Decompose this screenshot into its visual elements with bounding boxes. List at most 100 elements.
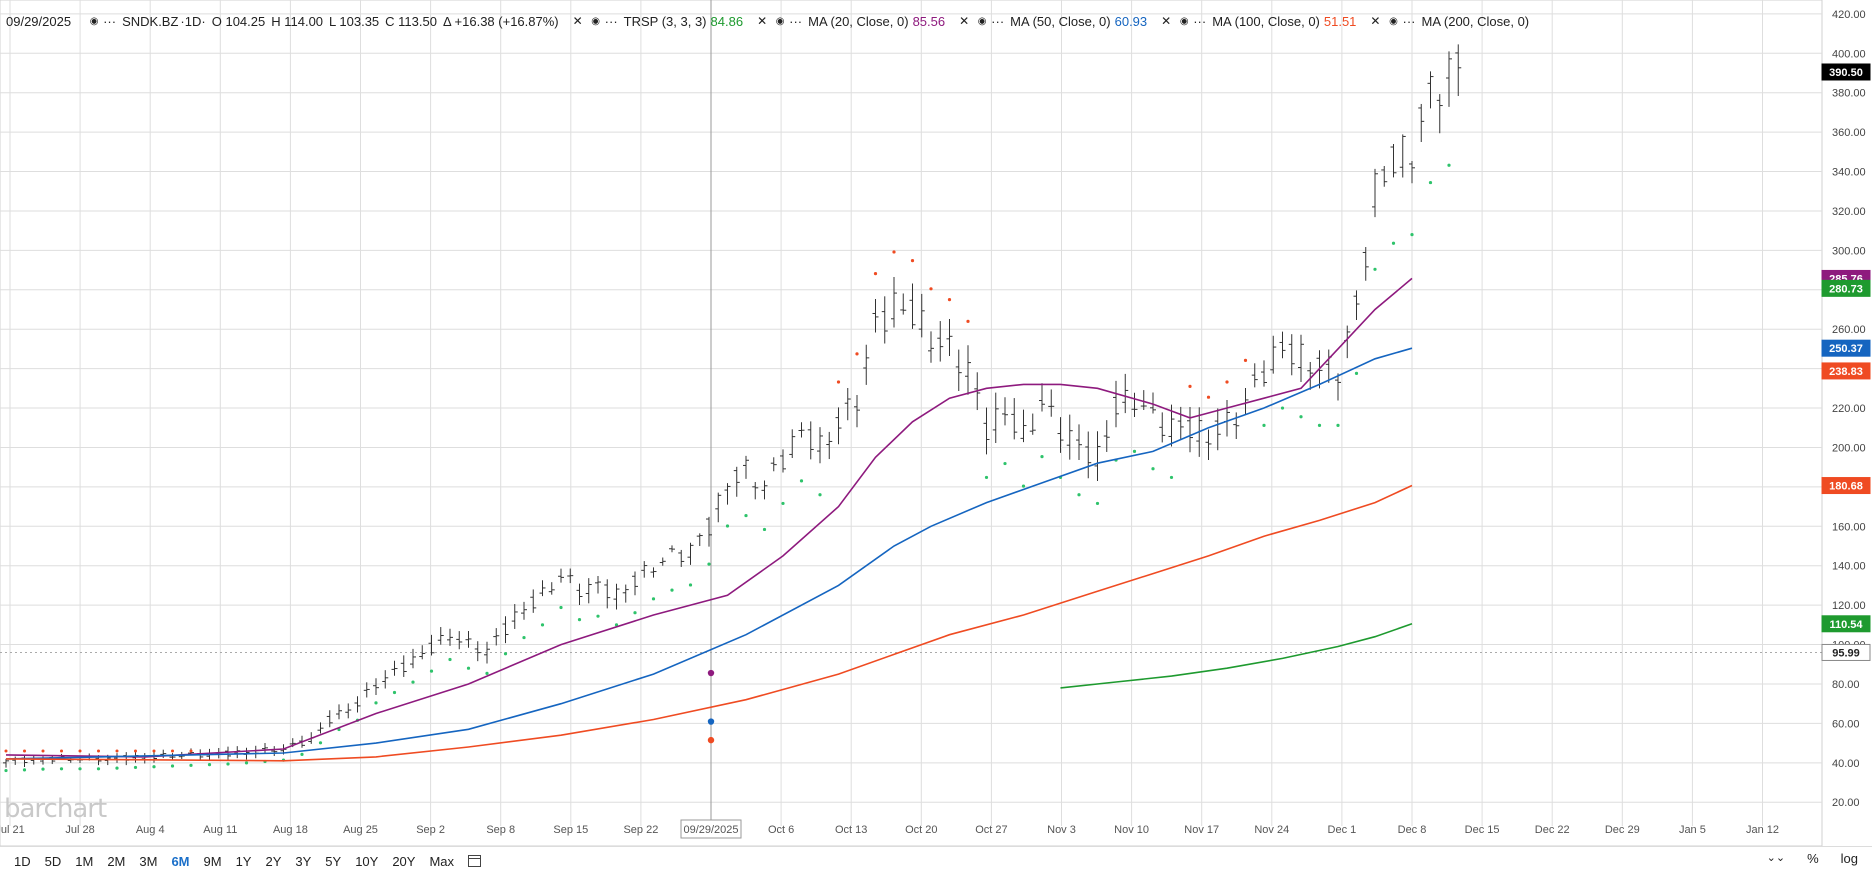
legend-open: O 104.25 — [211, 13, 266, 29]
ohlc-bar — [1362, 247, 1369, 281]
trsp-dot — [984, 475, 989, 480]
trsp-dot — [836, 380, 841, 384]
ohlc-bar — [1270, 335, 1277, 374]
ohlc-bar — [1446, 51, 1452, 107]
x-tick-label: Jul 21 — [0, 824, 25, 836]
ohlc-bar — [1029, 413, 1036, 435]
price-badge-label: 95.99 — [1832, 647, 1860, 659]
eye-icon[interactable]: ◉ — [1179, 15, 1189, 27]
ohlc-bar — [474, 641, 481, 662]
ellipsis-icon[interactable]: ··· — [604, 13, 618, 29]
trsp-dot — [1447, 163, 1451, 167]
ellipsis-icon[interactable]: ··· — [789, 13, 803, 29]
y-tick-label: 360.00 — [1832, 127, 1866, 139]
ohlc-bar — [160, 749, 167, 759]
ohlc-bar — [576, 583, 583, 606]
timeframe-20y[interactable]: 20Y — [392, 853, 416, 869]
ohlc-bar — [826, 431, 833, 460]
ellipsis-icon[interactable]: ··· — [103, 13, 117, 29]
price-badge — [1821, 339, 1871, 357]
ohlc-bar — [835, 407, 842, 445]
ohlc-bar — [1233, 412, 1240, 440]
timeframe-5d[interactable]: 5D — [44, 853, 62, 869]
trsp-dot — [1132, 449, 1137, 454]
series-line-ma20 — [5, 277, 1413, 758]
trsp-dot — [207, 763, 212, 767]
trsp-dot — [781, 501, 785, 506]
eye-icon[interactable]: ◉ — [89, 15, 99, 27]
ohlc-bar — [428, 634, 435, 656]
calendar-icon[interactable] — [468, 855, 482, 867]
ohlc-bar — [807, 421, 814, 460]
trsp-dot — [929, 287, 933, 291]
timeframe-3m[interactable]: 3M — [139, 853, 158, 869]
ohlc-bar — [1020, 409, 1027, 443]
eye-icon[interactable]: ◉ — [977, 15, 987, 27]
legend-symbol[interactable]: SNDK.BZ — [122, 13, 179, 29]
close-icon[interactable]: ✕ — [959, 14, 970, 28]
trsp-dot — [1188, 384, 1192, 388]
trsp-dot — [1262, 423, 1266, 427]
timeframe-1d[interactable]: 1D — [14, 853, 31, 869]
ohlc-bar — [1353, 290, 1360, 321]
timeframe-max[interactable]: Max — [429, 853, 455, 869]
eye-icon[interactable]: ◉ — [775, 15, 785, 27]
ohlc-bar — [1131, 392, 1138, 417]
x-tick-label: Sep 22 — [623, 824, 658, 836]
close-icon[interactable]: ✕ — [572, 14, 583, 28]
eye-icon[interactable]: ◉ — [591, 15, 601, 27]
timeframe-10y[interactable]: 10Y — [355, 853, 379, 869]
timeframe-9m[interactable]: 9M — [203, 853, 222, 869]
trsp-dot — [78, 767, 82, 771]
ohlc-bar — [844, 388, 851, 421]
ohlc-bar — [789, 429, 796, 459]
timeframe-5y[interactable]: 5Y — [325, 853, 342, 869]
ohlc-bar — [1122, 373, 1129, 414]
close-icon[interactable]: ✕ — [757, 14, 768, 28]
trsp-dot — [947, 298, 952, 302]
legend-date: 09/29/2025 — [6, 13, 72, 29]
ohlc-bar — [1205, 429, 1212, 461]
ohlc-bar — [1372, 168, 1378, 218]
trsp-dot — [4, 749, 8, 753]
ohlc-bar — [456, 631, 463, 650]
x-tick-label: Dec 8 — [1398, 824, 1427, 836]
ellipsis-icon[interactable]: ··· — [1193, 13, 1207, 29]
trsp-dot — [60, 749, 63, 753]
ohlc-bar — [419, 645, 426, 660]
ohlc-bar — [447, 628, 453, 646]
price-badge — [1821, 362, 1871, 380]
x-tick-label: Sep 2 — [416, 824, 445, 836]
y-tick-label: 340.00 — [1832, 167, 1866, 179]
timeframe-2m[interactable]: 2M — [107, 853, 126, 869]
trsp-dot — [96, 767, 101, 771]
ellipsis-icon[interactable]: ··· — [991, 13, 1005, 29]
ohlc-bar — [918, 293, 925, 338]
ohlc-bar — [1011, 398, 1018, 440]
ohlc-bar — [632, 571, 638, 596]
timeframe-2y[interactable]: 2Y — [265, 853, 282, 869]
trsp-dot — [171, 749, 174, 753]
percent-toggle[interactable]: % — [1807, 851, 1819, 866]
trsp-dot — [97, 749, 100, 753]
log-toggle[interactable]: log — [1840, 851, 1858, 866]
trsp-dot — [78, 749, 82, 753]
timeframe-1y[interactable]: 1Y — [235, 853, 252, 869]
close-icon[interactable]: ✕ — [1370, 14, 1381, 28]
eye-icon[interactable]: ◉ — [1389, 15, 1398, 27]
legend-ma50-label: MA (50, Close, 0) — [1010, 13, 1111, 29]
ellipsis-icon[interactable]: ··· — [1402, 13, 1416, 29]
timeframe-6m[interactable]: 6M — [171, 853, 190, 869]
close-icon[interactable]: ✕ — [1161, 14, 1172, 28]
y-tick-label: 160.00 — [1832, 521, 1866, 533]
double-chevron-down-icon[interactable]: ⌄⌄ — [1766, 852, 1786, 864]
trsp-dot — [1336, 423, 1340, 427]
timeframe-3y[interactable]: 3Y — [295, 853, 312, 869]
ohlc-bar — [604, 579, 611, 609]
legend-change: Δ +16.38 (+16.87%) — [442, 13, 559, 29]
ohlc-bar — [558, 568, 564, 583]
ohlc-bar — [391, 660, 398, 676]
timeframe-1m[interactable]: 1M — [75, 853, 94, 869]
y-tick-label: 200.00 — [1832, 442, 1866, 454]
